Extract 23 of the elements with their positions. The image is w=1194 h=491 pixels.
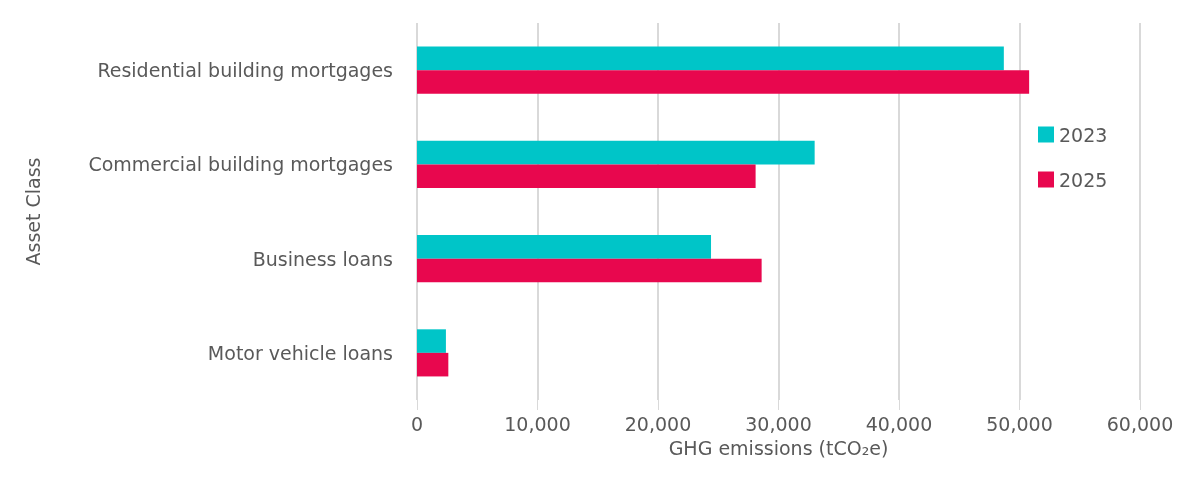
bar: [417, 258, 762, 283]
bar: [417, 164, 756, 188]
bar: [417, 46, 1004, 71]
bar: [417, 70, 1030, 94]
bar: [417, 140, 815, 165]
x-tick-label: 30,000: [745, 412, 812, 435]
x-tick-label: 60,000: [1106, 412, 1174, 435]
y-tick-label: Business loans: [252, 247, 393, 270]
y-tick-label: Motor vehicle loans: [207, 341, 393, 364]
y-tick-label: Residential building mortgages: [97, 59, 393, 82]
x-tick-label: 40,000: [865, 412, 933, 435]
y-tick-label: Commercial building mortgages: [88, 153, 393, 176]
x-tick-label: 20,000: [624, 412, 692, 435]
y-axis-title: Asset Class: [21, 157, 44, 266]
legend-label: 2025: [1059, 168, 1108, 191]
bar: [417, 352, 449, 377]
x-tick-label: 0: [410, 412, 424, 435]
legend-label: 2023: [1059, 123, 1108, 146]
bar: [417, 329, 446, 353]
x-axis-title: GHG emissions (tCO₂e): [668, 436, 889, 459]
bar: [417, 235, 712, 259]
x-tick-label: 50,000: [986, 412, 1053, 435]
x-tick-label: 10,000: [504, 412, 571, 435]
